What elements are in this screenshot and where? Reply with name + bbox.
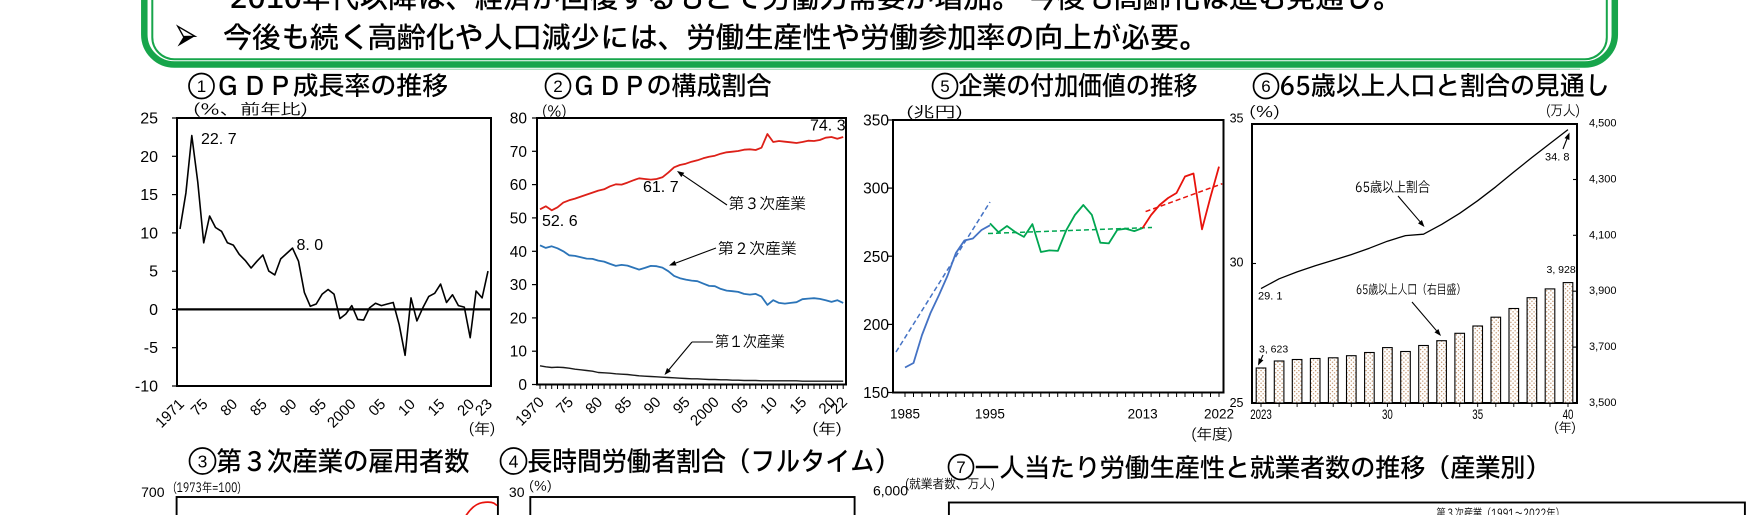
svg-text:80: 80: [217, 396, 241, 420]
svg-text:30: 30: [1382, 408, 1393, 423]
svg-text:5: 5: [149, 264, 158, 281]
svg-text:90: 90: [641, 394, 665, 418]
svg-text:61. 7: 61. 7: [643, 179, 679, 196]
svg-text:7: 7: [956, 458, 965, 477]
svg-text:2: 2: [553, 77, 562, 96]
svg-text:300: 300: [863, 181, 889, 198]
svg-text:2000: 2000: [324, 396, 360, 432]
svg-text:35: 35: [1230, 112, 1244, 126]
svg-text:8. 0: 8. 0: [297, 237, 324, 254]
svg-text:4,100: 4,100: [1589, 229, 1617, 241]
svg-text:6: 6: [1261, 77, 1270, 96]
svg-text:15: 15: [425, 396, 449, 420]
svg-text:10: 10: [510, 344, 528, 361]
svg-text:35: 35: [1472, 408, 1483, 423]
svg-text:60: 60: [510, 177, 528, 194]
svg-text:40: 40: [510, 244, 528, 261]
svg-text:-10: -10: [135, 379, 158, 396]
svg-text:90: 90: [277, 396, 301, 420]
svg-text:-5: -5: [144, 340, 158, 357]
svg-text:0: 0: [518, 377, 527, 394]
svg-text:3, 623: 3, 623: [1259, 343, 1288, 355]
svg-text:3, 928: 3, 928: [1547, 264, 1576, 276]
svg-text:4,500: 4,500: [1589, 118, 1617, 130]
svg-text:6,000: 6,000: [873, 483, 908, 499]
svg-text:2022: 2022: [1204, 407, 1234, 422]
svg-text:3: 3: [198, 451, 208, 471]
svg-text:2013: 2013: [1128, 407, 1158, 422]
svg-text:4: 4: [509, 451, 519, 471]
svg-text:22. 7: 22. 7: [201, 131, 237, 148]
svg-text:29. 1: 29. 1: [1258, 291, 1282, 303]
svg-text:700: 700: [141, 484, 165, 500]
svg-text:10: 10: [395, 396, 419, 420]
svg-text:1995: 1995: [975, 407, 1005, 422]
svg-text:10: 10: [757, 394, 781, 418]
svg-text:75: 75: [553, 394, 577, 418]
svg-text:3,700: 3,700: [1589, 341, 1617, 353]
svg-text:23: 23: [472, 396, 496, 420]
svg-text:25: 25: [140, 111, 158, 128]
svg-text:30: 30: [1230, 256, 1244, 270]
svg-text:1985: 1985: [890, 407, 920, 422]
svg-text:10: 10: [140, 225, 158, 242]
svg-text:1971: 1971: [152, 396, 188, 432]
svg-text:74. 3: 74. 3: [810, 118, 846, 135]
svg-text:05: 05: [728, 394, 752, 418]
svg-text:2023: 2023: [1250, 408, 1272, 423]
svg-text:52. 6: 52. 6: [542, 213, 578, 230]
svg-text:200: 200: [863, 317, 889, 334]
svg-text:15: 15: [140, 187, 158, 204]
svg-text:3,900: 3,900: [1589, 285, 1617, 297]
svg-text:1: 1: [197, 77, 206, 96]
svg-text:3,500: 3,500: [1589, 397, 1617, 409]
svg-text:75: 75: [188, 396, 212, 420]
svg-text:25: 25: [1230, 396, 1244, 410]
svg-text:30: 30: [509, 484, 525, 500]
svg-text:20: 20: [510, 310, 528, 327]
svg-text:40: 40: [1563, 408, 1574, 423]
svg-text:250: 250: [863, 249, 889, 266]
svg-text:85: 85: [247, 396, 271, 420]
svg-text:80: 80: [510, 111, 528, 128]
svg-text:5: 5: [940, 77, 949, 96]
svg-text:350: 350: [863, 113, 889, 130]
svg-text:50: 50: [510, 210, 528, 227]
svg-text:2000: 2000: [687, 394, 723, 430]
svg-text:0: 0: [149, 302, 158, 319]
svg-text:20: 20: [140, 149, 158, 166]
svg-text:30: 30: [510, 277, 528, 294]
svg-text:4,300: 4,300: [1589, 174, 1617, 186]
svg-text:15: 15: [786, 394, 810, 418]
svg-text:85: 85: [612, 394, 636, 418]
svg-text:05: 05: [365, 396, 389, 420]
svg-text:80: 80: [582, 394, 606, 418]
svg-text:1970: 1970: [512, 394, 548, 430]
svg-text:150: 150: [863, 385, 889, 402]
svg-text:70: 70: [510, 144, 528, 161]
svg-text:34. 8: 34. 8: [1545, 152, 1569, 164]
